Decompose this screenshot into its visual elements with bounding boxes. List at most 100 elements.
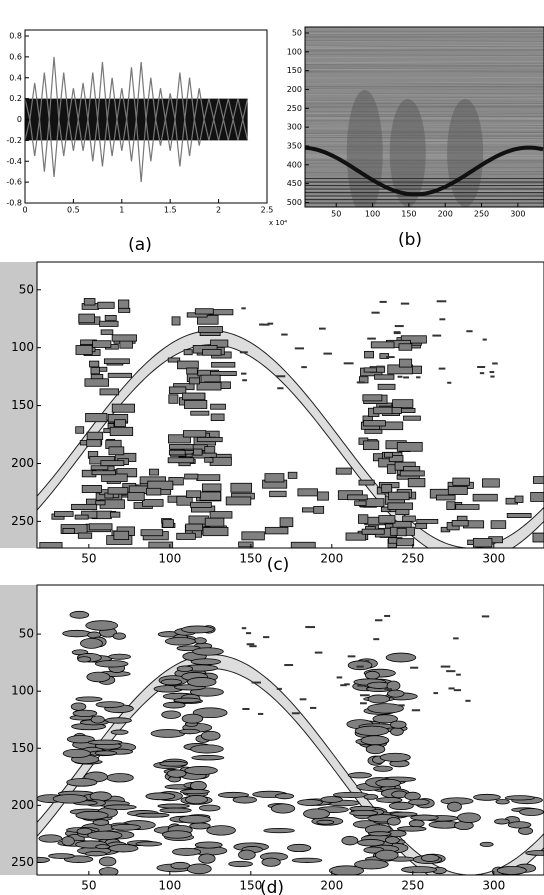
texture	[305, 49, 544, 52]
texture	[376, 797, 403, 803]
texture	[66, 735, 95, 744]
texture	[305, 56, 544, 58]
texture	[354, 500, 367, 506]
texture	[191, 755, 225, 761]
texture	[169, 444, 194, 450]
texture	[305, 116, 544, 119]
texture	[95, 701, 125, 708]
texture	[316, 491, 329, 501]
texture	[394, 325, 404, 328]
y-tick-label: 100	[11, 684, 34, 698]
texture	[506, 513, 532, 518]
x-tick-label: 150	[239, 878, 262, 892]
texture	[83, 298, 96, 306]
texture	[396, 538, 415, 547]
texture	[400, 335, 427, 344]
texture	[75, 426, 85, 434]
y-tick-label: 200	[11, 456, 34, 470]
y-tick-label: 50	[19, 627, 34, 641]
texture	[530, 492, 544, 502]
texture	[85, 413, 108, 423]
texture	[305, 131, 544, 134]
texture	[387, 689, 405, 698]
texture	[396, 527, 407, 537]
panel	[37, 298, 544, 548]
texture	[88, 523, 113, 531]
texture	[92, 340, 112, 348]
texture	[305, 110, 544, 113]
texture	[364, 670, 380, 680]
texture	[504, 795, 535, 801]
texture	[305, 138, 544, 140]
texture	[305, 126, 544, 128]
texture	[242, 708, 250, 711]
x-tick-label: 250	[474, 210, 489, 219]
texture	[386, 464, 397, 474]
x-tick-label: 100	[158, 878, 181, 892]
texture	[168, 434, 191, 444]
texture	[305, 136, 544, 138]
texture	[81, 510, 98, 519]
texture	[305, 130, 544, 133]
texture	[241, 531, 265, 541]
texture	[166, 769, 187, 778]
texture	[433, 692, 439, 695]
texture	[360, 694, 370, 697]
texture	[393, 332, 401, 335]
texture	[397, 375, 403, 378]
x-tick-label: 150	[239, 551, 262, 565]
texture	[490, 520, 507, 529]
texture	[436, 300, 447, 303]
texture	[249, 645, 257, 648]
texture	[479, 841, 494, 847]
texture	[84, 378, 109, 387]
texture	[97, 301, 115, 309]
texture	[373, 765, 393, 772]
texture	[78, 313, 95, 324]
texture	[344, 683, 350, 686]
texture	[241, 627, 247, 630]
texture	[305, 133, 544, 135]
texture	[204, 446, 216, 454]
texture	[362, 394, 383, 402]
axes-frame	[24, 29, 268, 204]
x-tick-label: 200	[438, 210, 453, 219]
texture	[77, 656, 92, 663]
texture	[473, 793, 501, 801]
texture	[269, 490, 287, 498]
texture	[320, 796, 343, 803]
texture	[161, 710, 182, 719]
texture	[305, 39, 544, 42]
texture	[361, 528, 385, 535]
texture	[347, 655, 356, 658]
x-tick-label: 100	[365, 210, 380, 219]
texture	[305, 204, 544, 207]
texture	[149, 468, 159, 476]
y-tick-label: 250	[287, 104, 302, 113]
texture	[305, 141, 544, 143]
texture	[94, 660, 129, 668]
texture	[420, 854, 440, 862]
texture	[94, 750, 118, 756]
y-tick-label: -0.8	[6, 199, 22, 208]
texture	[357, 684, 365, 687]
texture	[399, 470, 425, 477]
texture	[173, 697, 202, 703]
x-tick-label: 250	[401, 878, 424, 892]
texture	[477, 366, 486, 369]
texture	[386, 356, 395, 359]
texture	[305, 32, 544, 34]
texture	[305, 54, 544, 57]
texture	[263, 636, 270, 639]
texture	[301, 366, 307, 369]
texture	[383, 452, 393, 458]
texture	[305, 199, 544, 202]
texture	[112, 632, 126, 640]
texture	[347, 660, 373, 671]
texture	[277, 387, 284, 390]
texture	[305, 88, 544, 91]
texture	[407, 478, 426, 488]
texture	[347, 772, 372, 779]
texture	[192, 707, 228, 719]
texture	[356, 665, 364, 668]
